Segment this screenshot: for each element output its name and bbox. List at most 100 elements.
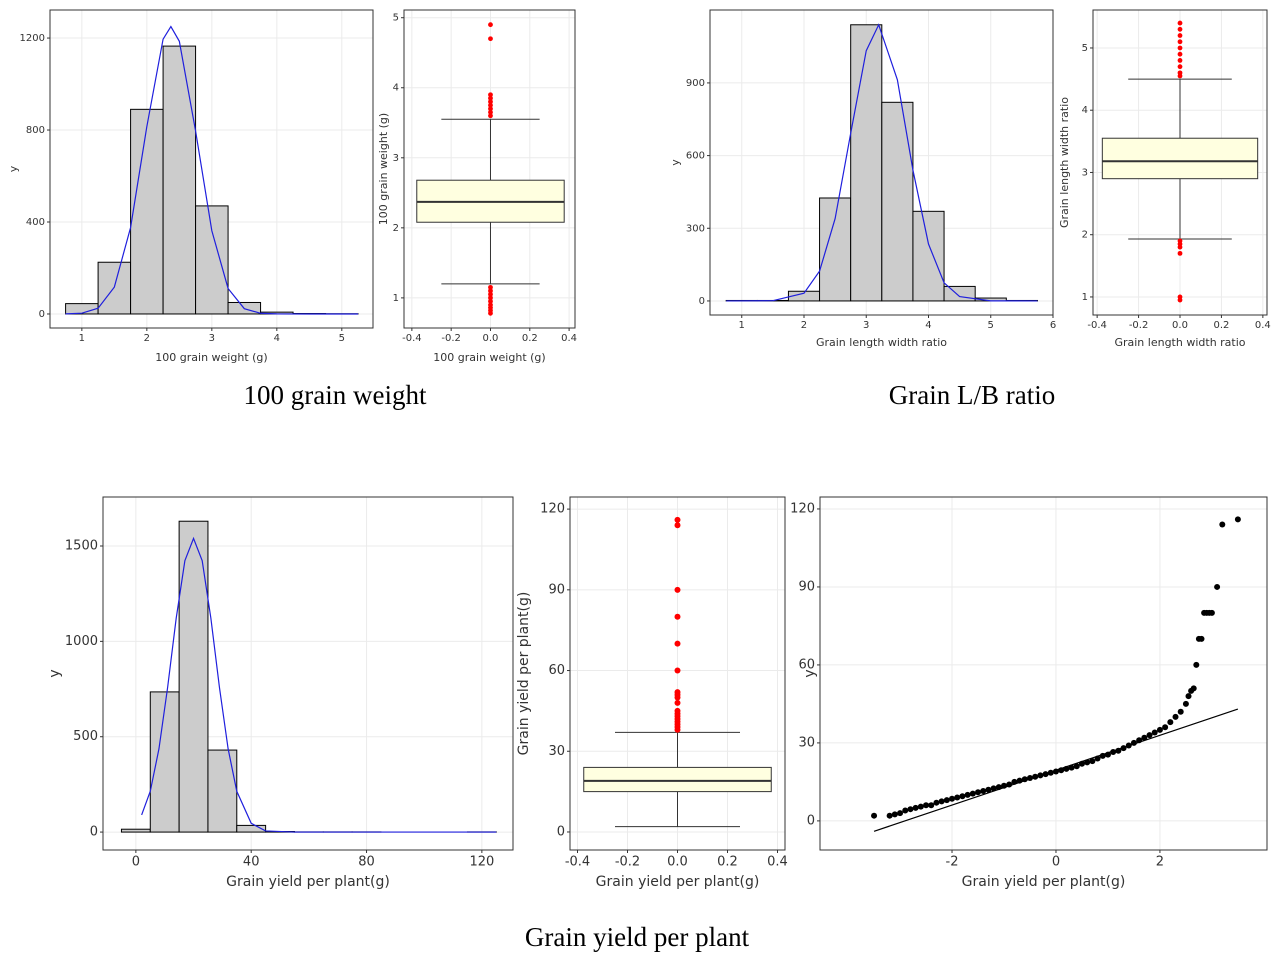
point xyxy=(1026,774,1033,781)
caption: Grain L/B ratio xyxy=(889,380,1055,410)
panel-border xyxy=(569,496,786,851)
y-tick-label: 1000 xyxy=(65,634,98,649)
plot-background xyxy=(404,10,575,328)
caption: 100 grain weight xyxy=(244,380,427,410)
y-tick-label: 900 xyxy=(686,78,705,89)
outlier xyxy=(1177,26,1183,32)
outlier xyxy=(488,92,493,98)
x-tick-label: 0.4 xyxy=(767,854,788,869)
x-tick-label: -0.2 xyxy=(441,333,461,344)
x-tick-label: 2 xyxy=(144,333,150,344)
point xyxy=(995,784,1002,791)
y-tick-label: 1200 xyxy=(20,33,45,44)
x-tick-label: 2 xyxy=(1156,854,1164,869)
point xyxy=(1146,732,1153,739)
x-tick-label: -0.4 xyxy=(402,333,422,344)
outlier xyxy=(674,699,681,706)
x-tick-label: -2 xyxy=(946,854,959,869)
point xyxy=(1084,759,1091,766)
point xyxy=(1115,747,1122,754)
point xyxy=(897,810,904,817)
outlier xyxy=(488,291,493,297)
point xyxy=(975,789,982,796)
x-tick-label: 1 xyxy=(739,320,745,331)
bar xyxy=(881,101,914,302)
outlier xyxy=(1177,45,1183,51)
point xyxy=(1037,772,1044,779)
point xyxy=(1021,776,1028,783)
outlier xyxy=(488,102,493,108)
point xyxy=(954,794,961,801)
y-tick-label: 3 xyxy=(393,153,399,164)
outlier xyxy=(1177,33,1183,38)
point xyxy=(1198,635,1205,642)
point xyxy=(907,806,914,813)
outlier xyxy=(488,288,493,294)
panel-border xyxy=(1092,9,1268,316)
x-tick-label: 0 xyxy=(1052,854,1060,869)
point xyxy=(949,795,956,802)
x-tick-label: 1 xyxy=(79,333,85,344)
outlier xyxy=(674,613,681,620)
x-tick-label: 6 xyxy=(1050,320,1056,331)
point xyxy=(1120,745,1127,752)
bar xyxy=(162,45,197,315)
box xyxy=(583,766,772,793)
point xyxy=(1110,749,1117,756)
box xyxy=(1101,137,1259,180)
y-tick-label: 0 xyxy=(90,825,98,840)
outlier xyxy=(488,284,493,290)
outlier xyxy=(1177,250,1183,256)
point xyxy=(912,804,919,811)
outlier xyxy=(1177,64,1183,70)
point xyxy=(891,811,898,818)
bar xyxy=(149,691,180,833)
density-curve xyxy=(65,25,359,315)
outlier xyxy=(488,109,493,115)
point xyxy=(1094,755,1101,762)
point xyxy=(1068,764,1075,771)
bar xyxy=(120,828,151,833)
point xyxy=(1099,752,1106,759)
y-tick-label: 2 xyxy=(393,223,399,234)
point xyxy=(1000,782,1007,789)
y-tick-label: 3 xyxy=(1082,167,1088,178)
outlier xyxy=(674,640,681,647)
point xyxy=(1151,729,1158,736)
point xyxy=(1104,751,1111,758)
point xyxy=(1058,767,1065,774)
y-tick-label: 0 xyxy=(807,813,815,828)
panel-border xyxy=(102,496,514,851)
bar xyxy=(195,205,229,315)
point xyxy=(1125,742,1132,749)
y-axis-label: y xyxy=(7,165,20,172)
outlier xyxy=(1177,20,1183,26)
point xyxy=(1130,739,1137,746)
x-tick-label: 4 xyxy=(925,320,931,331)
point xyxy=(1016,777,1023,784)
y-tick-label: 120 xyxy=(790,501,815,516)
point xyxy=(1185,693,1192,700)
y-tick-label: 800 xyxy=(26,125,45,136)
y-tick-label: 90 xyxy=(548,582,565,597)
outlier xyxy=(674,689,681,696)
y-tick-label: 30 xyxy=(548,744,565,759)
outlier xyxy=(1177,294,1183,300)
outlier xyxy=(488,302,493,308)
x-tick-label: 120 xyxy=(469,854,494,869)
point xyxy=(1047,769,1054,776)
point xyxy=(1011,778,1018,785)
y-axis-label: 100 grain weight (g) xyxy=(377,113,390,225)
point xyxy=(1063,765,1070,772)
x-tick-label: 4 xyxy=(274,333,280,344)
point xyxy=(985,786,992,793)
x-tick-label: -0.4 xyxy=(1087,320,1107,331)
point xyxy=(1182,700,1189,707)
x-tick-label: 0.2 xyxy=(522,333,538,344)
point xyxy=(938,798,945,805)
point xyxy=(923,802,930,809)
point xyxy=(933,799,940,806)
y-tick-label: 30 xyxy=(798,735,815,750)
point xyxy=(959,793,966,800)
